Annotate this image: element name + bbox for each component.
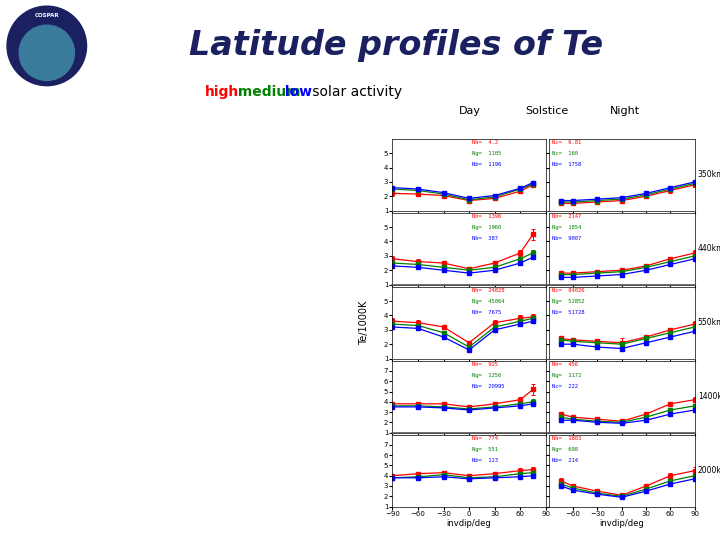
- Text: Nh=  24828: Nh= 24828: [472, 288, 505, 293]
- X-axis label: invdip/deg: invdip/deg: [599, 519, 644, 529]
- Text: solar activity: solar activity: [307, 85, 402, 99]
- Text: Nb=  20995: Nb= 20995: [472, 384, 505, 389]
- Text: Nc=  160: Nc= 160: [552, 151, 577, 156]
- Text: Nh=  2147: Nh= 2147: [552, 214, 581, 219]
- Text: Nh=  1803: Nh= 1803: [552, 436, 581, 441]
- Text: Ng=  1172: Ng= 1172: [552, 373, 581, 378]
- Text: Nb=  51728: Nb= 51728: [552, 310, 584, 315]
- Text: Ng=  698: Ng= 698: [552, 447, 577, 452]
- Text: 440km: 440km: [698, 244, 720, 253]
- Text: Nc=  6.81: Nc= 6.81: [552, 140, 581, 145]
- Text: Nc=  84026: Nc= 84026: [552, 288, 584, 293]
- Text: high: high: [205, 85, 240, 99]
- Text: low: low: [280, 85, 312, 99]
- Text: Nh=  387: Nh= 387: [472, 236, 498, 241]
- Circle shape: [7, 6, 86, 86]
- Text: Nh=  1396: Nh= 1396: [472, 214, 501, 219]
- Circle shape: [19, 25, 74, 80]
- Text: Solstice: Solstice: [526, 106, 569, 116]
- Text: Nb=  9007: Nb= 9007: [552, 236, 581, 241]
- Text: Nb=  1196: Nb= 1196: [472, 162, 501, 167]
- Text: Ng=  551: Ng= 551: [472, 447, 498, 452]
- Text: Nb=  214: Nb= 214: [552, 458, 577, 463]
- Text: Nh=  774: Nh= 774: [472, 436, 498, 441]
- Text: Day: Day: [459, 106, 481, 116]
- Text: 550km: 550km: [698, 318, 720, 327]
- Text: Ng=  1854: Ng= 1854: [552, 225, 581, 230]
- Text: Nh=  456: Nh= 456: [552, 362, 577, 367]
- Text: 1400km: 1400km: [698, 392, 720, 401]
- Text: Latitude profiles of Te: Latitude profiles of Te: [189, 29, 603, 62]
- Text: Nh=  7675: Nh= 7675: [472, 310, 501, 315]
- Text: COSPAR: COSPAR: [35, 13, 59, 18]
- Text: Ng=  1105: Ng= 1105: [472, 151, 501, 156]
- Text: Nh=  4.2: Nh= 4.2: [472, 140, 498, 145]
- Text: Night: Night: [610, 106, 639, 116]
- Text: Nb=  1758: Nb= 1758: [552, 162, 581, 167]
- Text: Nc=  222: Nc= 222: [552, 384, 577, 389]
- Text: 350km: 350km: [698, 170, 720, 179]
- X-axis label: invdip/deg: invdip/deg: [446, 519, 492, 529]
- Text: 2000km: 2000km: [698, 466, 720, 475]
- Text: Nb=  123: Nb= 123: [472, 458, 498, 463]
- Text: Nh=  925: Nh= 925: [472, 362, 498, 367]
- Text: Ng=  52852: Ng= 52852: [552, 299, 584, 304]
- Text: Ng=  1256: Ng= 1256: [472, 373, 501, 378]
- Text: medium: medium: [233, 85, 300, 99]
- Text: Ng=  45064: Ng= 45064: [472, 299, 505, 304]
- Text: Ng=  1960: Ng= 1960: [472, 225, 501, 230]
- Text: Te/1000K: Te/1000K: [359, 300, 369, 345]
